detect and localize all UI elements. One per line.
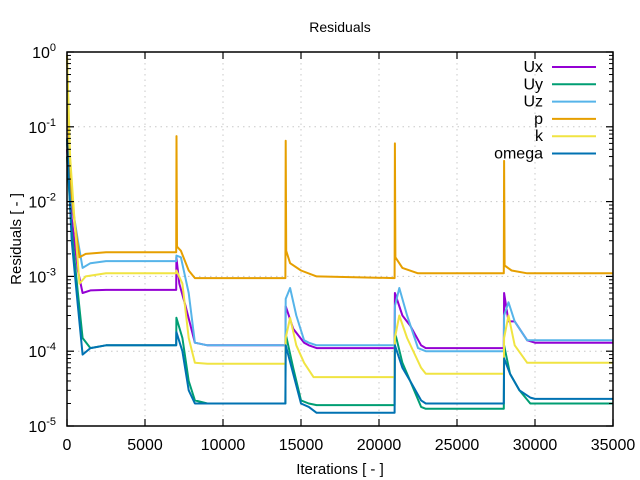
y-tick-exponent: -1 (46, 117, 56, 129)
series-lines (66, 55, 613, 414)
y-tick-base: 10 (28, 419, 46, 436)
x-tick-labels: 0 5000 10000 15000 20000 25000 30000 35000 (63, 437, 636, 454)
y-tick-base: 10 (32, 45, 50, 62)
y-tick-base: 10 (28, 269, 46, 286)
y-tick-label: 10-3 (28, 266, 56, 286)
series-line-uz (66, 143, 613, 353)
chart-title: Residuals (309, 19, 370, 35)
y-tick-label: 10-2 (28, 192, 56, 212)
y-tick-label: 10-5 (28, 416, 56, 436)
legend-label: Uy (523, 76, 543, 93)
x-tick-label: 0 (63, 437, 72, 454)
x-tick-label: 10000 (201, 437, 246, 454)
grid (67, 52, 613, 426)
y-tick-base: 10 (28, 120, 46, 137)
plot-frame (66, 51, 614, 427)
x-tick-label: 25000 (435, 437, 480, 454)
y-tick-label: 100 (32, 42, 56, 62)
series-line-k (66, 55, 613, 379)
legend-label: k (535, 128, 544, 145)
x-tick-label: 35000 (591, 437, 636, 454)
series-line-omega (66, 138, 613, 414)
series-line-ux (66, 149, 613, 350)
legend-label: p (534, 111, 543, 128)
x-tick-label: 20000 (357, 437, 402, 454)
x-tick-label: 30000 (513, 437, 558, 454)
x-tick-label: 5000 (127, 437, 163, 454)
axis-ticks (66, 51, 614, 427)
series-line-uy (66, 156, 613, 410)
y-tick-label: 10-1 (28, 117, 56, 137)
y-tick-exponent: 0 (50, 42, 56, 54)
legend-label: Uz (523, 94, 543, 111)
y-tick-label: 10-4 (28, 341, 56, 361)
y-tick-exponent: -4 (46, 341, 56, 353)
legend-label: Ux (523, 59, 543, 76)
y-tick-base: 10 (28, 195, 46, 212)
legend-label: omega (494, 146, 543, 163)
y-tick-base: 10 (28, 344, 46, 361)
y-tick-exponent: -2 (46, 192, 56, 204)
y-tick-exponent: -5 (46, 416, 56, 428)
series-line-p (66, 55, 613, 280)
x-tick-label: 15000 (279, 437, 324, 454)
x-axis-label: Iterations [ - ] (296, 461, 384, 478)
y-axis-label: Residuals [ - ] (8, 193, 25, 285)
y-tick-exponent: -3 (46, 266, 56, 278)
